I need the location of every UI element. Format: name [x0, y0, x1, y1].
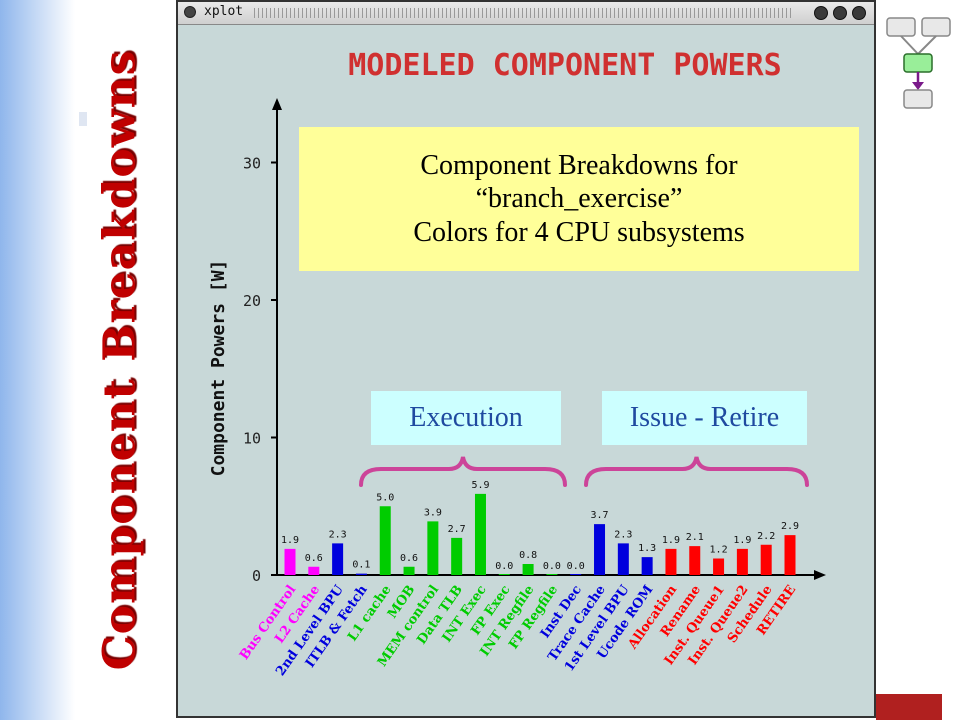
left-gradient-band	[0, 0, 75, 720]
bar	[522, 564, 534, 575]
bar-value-label: 0.8	[519, 550, 537, 561]
maximize-button-icon[interactable]	[833, 6, 847, 20]
chart-title: MODELED COMPONENT POWERS	[348, 48, 781, 83]
window-menu-icon[interactable]	[184, 6, 196, 18]
y-axis-label: Component Powers [W]	[208, 260, 229, 477]
issue-retire-brace	[584, 456, 809, 487]
bar	[641, 557, 653, 575]
bar	[546, 574, 558, 575]
bar-value-label: 0.0	[543, 561, 561, 572]
bar	[617, 543, 629, 575]
callout-box: Component Breakdowns for “branch_exercis…	[299, 127, 859, 271]
bar	[689, 546, 701, 575]
bar	[760, 544, 772, 575]
y-axis-arrow	[272, 98, 282, 110]
bar-value-label: 3.9	[424, 507, 442, 518]
bar-value-label: 1.9	[733, 535, 751, 546]
bar	[570, 574, 582, 575]
bar	[427, 521, 439, 575]
bar	[736, 548, 748, 575]
issue-retire-group-label: Issue - Retire	[602, 391, 807, 445]
callout-line-3: Colors for 4 CPU subsystems	[413, 216, 745, 248]
bar	[713, 558, 725, 575]
bar-value-label: 2.7	[448, 524, 466, 535]
bar-value-label: 0.0	[495, 561, 513, 572]
bar-value-label: 0.1	[352, 560, 370, 571]
bar	[355, 573, 367, 575]
bar-value-label: 3.7	[590, 510, 608, 521]
y-tick-label: 30	[243, 155, 261, 173]
flowchart-icon	[886, 17, 951, 109]
bar-value-label: 0.6	[400, 553, 418, 564]
bar-value-label: 1.9	[281, 535, 299, 546]
bar	[403, 566, 415, 575]
bar-value-label: 2.9	[781, 521, 799, 532]
bar-value-label: 1.3	[638, 543, 656, 554]
bar	[474, 493, 486, 575]
titlebar-grip[interactable]	[254, 8, 794, 18]
bar-value-label: 2.3	[329, 529, 347, 540]
execution-brace	[359, 456, 567, 487]
execution-group-label: Execution	[371, 391, 561, 445]
x-axis-arrow	[814, 570, 826, 580]
bar	[594, 524, 606, 575]
bar	[498, 574, 510, 575]
bar-value-label: 1.2	[710, 545, 728, 556]
bar-value-label: 2.3	[614, 529, 632, 540]
slide-footer-bar	[876, 694, 942, 720]
window-title: xplot	[204, 4, 244, 19]
xplot-window: xplot	[176, 0, 876, 718]
bar-value-label: 5.9	[471, 480, 489, 491]
bar	[284, 548, 296, 575]
bar-value-label: 5.0	[376, 492, 394, 503]
bar-value-label: 2.1	[686, 532, 704, 543]
bar	[451, 537, 463, 575]
minimize-button-icon[interactable]	[814, 6, 828, 20]
left-marker	[79, 112, 87, 126]
callout-line-1: Component Breakdowns for	[420, 150, 738, 182]
y-tick-label: 20	[243, 292, 261, 310]
bar	[332, 543, 344, 575]
window-titlebar[interactable]: xplot	[178, 2, 874, 25]
bar-value-label: 0.0	[567, 561, 585, 572]
y-tick-label: 10	[243, 430, 261, 448]
bar	[308, 566, 320, 575]
callout-line-2: “branch_exercise”	[475, 183, 683, 215]
bar-value-label: 2.2	[757, 531, 775, 542]
y-tick-label: 0	[252, 567, 261, 585]
close-button-icon[interactable]	[852, 6, 866, 20]
bar	[784, 535, 796, 575]
bar-value-label: 0.6	[305, 553, 323, 564]
bar-value-label: 1.9	[662, 535, 680, 546]
bar	[379, 506, 391, 575]
bar	[665, 548, 677, 575]
